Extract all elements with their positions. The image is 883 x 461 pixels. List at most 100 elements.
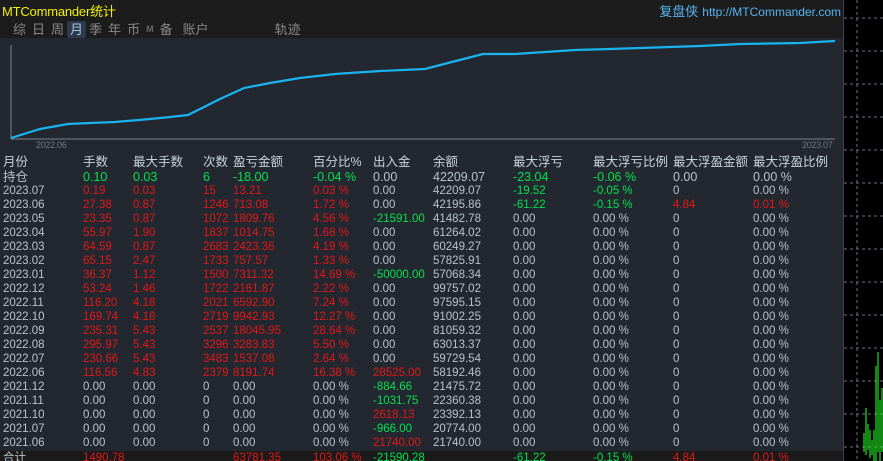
cell-col-2: 1.46 (133, 283, 156, 295)
cell-col-11: 0.00 % (753, 437, 789, 449)
tab-9[interactable]: 账户 (182, 22, 209, 37)
cell-col-6: 2618.13 (373, 409, 415, 421)
cell-col-11: 0.00 % (753, 339, 789, 351)
chart-grid (844, 0, 883, 461)
cell-col-0: 2022.07 (3, 353, 45, 365)
cell-col-3: 3296 (203, 339, 229, 351)
tab-3[interactable]: 月 (67, 21, 87, 38)
table-row: 2023.06 27.38 0.87 1246 713.08 1.72 % 0.00 4219… (0, 198, 843, 212)
cell-col-9: 0.00 % (593, 409, 629, 421)
cell-col-2: 4.18 (133, 311, 156, 323)
cell-col-0: 2023.07 (3, 185, 45, 197)
cell-col-7: 22360.38 (433, 395, 481, 407)
cell-col-6: 0.00 (373, 311, 396, 323)
cell-col-5: 2.22 % (313, 283, 349, 295)
cell-col-9: 0.00 % (593, 297, 629, 309)
cell-col-11: 0.00 % (753, 367, 789, 379)
cell-col-10: 最大浮盈金额 (673, 155, 749, 169)
table-row: 2023.04 55.97 1.90 1837 1014.75 1.68 % 0.00 612… (0, 226, 843, 240)
cell-col-10: 0 (673, 353, 680, 365)
cell-col-3: 1837 (203, 227, 229, 239)
cell-col-0: 2023.01 (3, 269, 45, 281)
cell-col-4: 7311.32 (233, 269, 274, 281)
cell-col-2: 4.83 (133, 367, 156, 379)
brand-url[interactable]: http://MTCommander.com (702, 5, 841, 19)
cell-col-1: 230.66 (83, 353, 119, 365)
cell-col-1: 0.19 (83, 185, 106, 197)
cell-col-9: -0.15 % (593, 452, 633, 461)
cell-col-11: 0.00 % (753, 423, 789, 435)
cell-col-7: 61264.02 (433, 227, 481, 239)
tab-5[interactable]: 年 (108, 22, 122, 37)
cell-col-7: 58192.46 (433, 367, 481, 379)
cell-col-2: 2.47 (133, 255, 156, 267)
cell-col-6: 0.00 (373, 297, 396, 309)
tab-7[interactable]: M (146, 24, 154, 34)
cell-col-8: 0.00 (513, 339, 536, 351)
cell-col-3: 2683 (203, 241, 229, 253)
cell-col-6: -21590.28 (373, 452, 425, 461)
cell-col-9: -0.06 % (593, 170, 637, 184)
cell-col-4: 713.08 (233, 199, 269, 211)
cell-col-1: 116.20 (83, 297, 118, 309)
cell-col-8: -61.22 (513, 452, 546, 461)
cell-col-3: 1733 (203, 255, 229, 267)
tab-4[interactable]: 季 (89, 22, 103, 37)
cell-col-8: 0.00 (513, 367, 536, 379)
price-chart-strip (843, 0, 883, 461)
cell-col-8: 最大浮亏 (513, 155, 564, 169)
cell-col-3: 2021 (203, 297, 229, 309)
period-tabs: 综日周月季年币 M 备账户 轨迹 (10, 21, 304, 39)
cell-col-7: 41482.78 (433, 213, 481, 225)
cell-col-9: 0.00 % (593, 241, 629, 253)
brand-link[interactable]: 复盘侠 http://MTCommander.com (659, 1, 841, 20)
tab-0[interactable]: 综 (13, 22, 27, 37)
tab-1[interactable]: 日 (32, 22, 46, 37)
cell-col-0: 2021.11 (3, 395, 44, 407)
cell-col-11: 0.00 % (753, 311, 789, 323)
cell-col-1: 23.35 (83, 213, 112, 225)
table-row: 2022.10 169.74 4.18 2719 9942.93 12.27 % 0.00 9… (0, 310, 843, 324)
cell-col-4: 13.21 (233, 185, 262, 197)
cell-col-9: 0.00 % (593, 367, 629, 379)
tab-10[interactable]: 轨迹 (274, 22, 301, 37)
cell-col-8: 0.00 (513, 227, 536, 239)
cell-col-0: 2023.06 (3, 199, 45, 211)
cell-col-4: -18.00 (233, 170, 269, 184)
cell-col-9: 0.00 % (593, 255, 629, 267)
cell-col-3: 0 (203, 381, 210, 393)
cell-col-10: 0 (673, 395, 680, 407)
cell-col-2: 5.43 (133, 325, 156, 337)
cell-col-8: 0.00 (513, 269, 536, 281)
cell-col-10: 0 (673, 325, 680, 337)
cell-col-0: 2021.12 (3, 381, 45, 393)
cell-col-2: 0.00 (133, 409, 156, 421)
cell-col-7: 21740.00 (433, 437, 481, 449)
cell-col-7: 60249.27 (433, 241, 481, 253)
table-row: 2023.05 23.35 0.87 1072 1809.76 4.56 % -21591.… (0, 212, 843, 226)
cell-col-9: -0.15 % (593, 199, 633, 211)
cell-col-11: 0.00 % (753, 283, 789, 295)
cell-col-2: 最大手数 (133, 155, 184, 169)
cell-col-3: 0 (203, 423, 210, 435)
cell-col-7: 97595.15 (433, 297, 481, 309)
table-row: 2022.12 53.24 1.46 1722 2161.87 2.22 % 0.00 997… (0, 282, 843, 296)
table-row: 2023.02 65.15 2.47 1733 757.57 1.33 % 0.00 5782… (0, 254, 843, 268)
cell-col-1: 65.15 (83, 255, 112, 267)
cell-col-10: 0 (673, 423, 680, 435)
cell-col-11: 0.00 % (753, 185, 789, 197)
cell-col-8: 0.00 (513, 255, 536, 267)
cell-col-6: -884.66 (373, 381, 413, 393)
tab-2[interactable]: 周 (51, 22, 65, 37)
tab-8[interactable]: 备 (159, 22, 173, 37)
cell-col-5: 1.72 % (313, 199, 349, 211)
cell-col-1: 64.59 (83, 241, 112, 253)
cell-col-7: 20774.00 (433, 423, 481, 435)
cell-col-11: 0.00 % (753, 353, 789, 365)
cell-col-9: 0.00 % (593, 381, 629, 393)
cell-col-7: 99757.02 (433, 283, 481, 295)
cell-col-3: 0 (203, 437, 210, 449)
tab-6[interactable]: 币 (127, 22, 141, 37)
cell-col-10: 0 (673, 311, 680, 323)
cell-col-5: 0.00 % (313, 409, 349, 421)
